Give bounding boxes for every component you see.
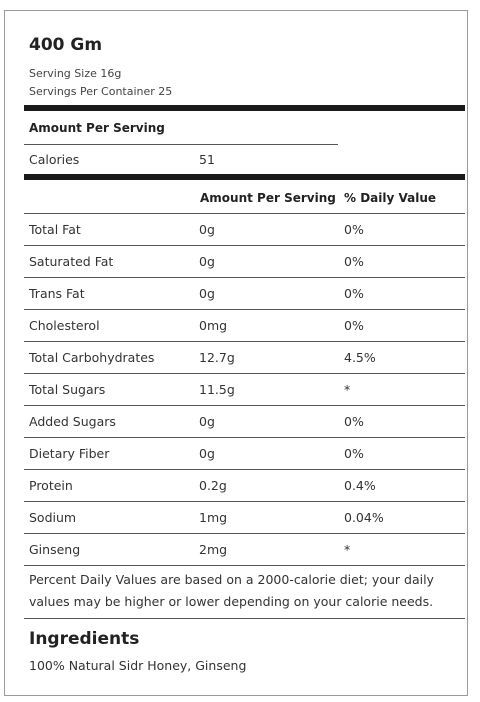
nutrient-name: Added Sugars	[29, 414, 116, 429]
nutrient-row: Trans Fat 0g 0%	[24, 278, 465, 310]
nutrient-name: Ginseng	[29, 542, 81, 557]
nutrition-facts-panel: 400 Gm Serving Size 16g Servings Per Con…	[4, 10, 468, 696]
nutrient-name: Trans Fat	[29, 286, 85, 301]
nutrient-daily-value: 0%	[344, 318, 364, 333]
ingredients-heading: Ingredients	[29, 629, 140, 649]
row-divider	[24, 245, 465, 246]
row-divider	[24, 277, 465, 278]
column-header-daily-value: % Daily Value	[344, 191, 437, 205]
nutrient-amount: 0g	[199, 414, 215, 429]
servings-per-container: Servings Per Container 25	[29, 85, 173, 98]
nutrient-name: Sodium	[29, 510, 77, 525]
divider	[24, 618, 465, 619]
nutrient-name: Cholesterol	[29, 318, 100, 333]
nutrient-daily-value: *	[344, 382, 351, 397]
nutrient-amount: 12.7g	[199, 350, 235, 365]
nutrient-row: Total Fat 0g 0%	[24, 214, 465, 246]
row-divider	[24, 341, 465, 342]
row-divider	[24, 501, 465, 502]
row-divider	[24, 309, 465, 310]
nutrient-name: Total Fat	[29, 222, 81, 237]
nutrient-row: Protein 0.2g 0.4%	[24, 470, 465, 502]
nutrient-amount: 0.2g	[199, 478, 227, 493]
nutrient-name: Total Carbohydrates	[29, 350, 155, 365]
nutrient-daily-value: 0%	[344, 286, 364, 301]
nutrient-amount: 2mg	[199, 542, 228, 557]
nutrient-name: Protein	[29, 478, 73, 493]
nutrient-daily-value: 4.5%	[344, 350, 376, 365]
nutrient-daily-value: 0.4%	[344, 478, 376, 493]
nutrient-name: Saturated Fat	[29, 254, 114, 269]
row-divider	[24, 565, 465, 566]
row-divider	[24, 373, 465, 374]
calories-label: Calories	[29, 152, 80, 167]
column-header-amount: Amount Per Serving	[200, 191, 336, 205]
nutrient-row: Added Sugars 0g 0%	[24, 406, 465, 438]
nutrient-daily-value: 0%	[344, 222, 364, 237]
nutrient-row: Cholesterol 0mg 0%	[24, 310, 465, 342]
nutrient-amount: 0g	[199, 222, 215, 237]
nutrient-daily-value: 0%	[344, 414, 364, 429]
nutrient-row: Ginseng 2mg *	[24, 534, 465, 566]
product-weight-title: 400 Gm	[29, 35, 103, 55]
divider	[24, 213, 465, 214]
nutrient-row: Dietary Fiber 0g 0%	[24, 438, 465, 470]
row-divider	[24, 437, 465, 438]
nutrient-name: Total Sugars	[29, 382, 106, 397]
nutrient-amount: 1mg	[199, 510, 228, 525]
row-divider	[24, 405, 465, 406]
ingredients-list: 100% Natural Sidr Honey, Ginseng	[29, 658, 247, 673]
nutrient-row: Total Sugars 11.5g *	[24, 374, 465, 406]
nutrient-daily-value: 0%	[344, 254, 364, 269]
serving-size: Serving Size 16g	[29, 67, 122, 80]
nutrient-row: Saturated Fat 0g 0%	[24, 246, 465, 278]
nutrient-daily-value: *	[344, 542, 351, 557]
calories-value: 51	[199, 152, 215, 167]
nutrient-row: Sodium 1mg 0.04%	[24, 502, 465, 534]
nutrient-daily-value: 0%	[344, 446, 364, 461]
thick-divider	[24, 174, 465, 180]
amount-per-serving-heading: Amount Per Serving	[29, 121, 165, 135]
nutrient-name: Dietary Fiber	[29, 446, 110, 461]
row-divider	[24, 533, 465, 534]
divider	[24, 144, 338, 145]
thick-divider	[24, 105, 465, 111]
daily-value-footnote: Percent Daily Values are based on a 2000…	[29, 572, 434, 609]
nutrient-row: Total Carbohydrates 12.7g 4.5%	[24, 342, 465, 374]
nutrient-amount: 11.5g	[199, 382, 235, 397]
nutrient-amount: 0g	[199, 446, 215, 461]
nutrient-amount: 0mg	[199, 318, 228, 333]
nutrient-daily-value: 0.04%	[344, 510, 384, 525]
nutrient-amount: 0g	[199, 286, 215, 301]
row-divider	[24, 469, 465, 470]
nutrient-amount: 0g	[199, 254, 215, 269]
